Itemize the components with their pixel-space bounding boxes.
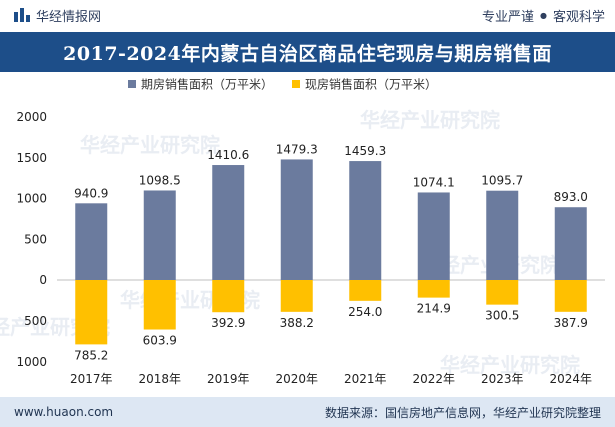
watermark-4: 华经产业研究院: [440, 353, 580, 377]
data-label-spot-0: 785.2: [74, 348, 108, 362]
data-label-spot-7: 387.9: [554, 316, 588, 330]
slogan-right: 客观科学: [552, 9, 605, 25]
bar-spot-0: [75, 280, 108, 345]
data-label-futures-4: 1459.3: [344, 144, 386, 158]
x-tick-label-1: 2018年: [138, 372, 181, 386]
y-tick-label-3: 500: [24, 232, 47, 246]
watermark-1: 华经产业研究院: [360, 108, 500, 132]
data-label-futures-6: 1095.7: [481, 174, 523, 188]
data-label-futures-5: 1074.1: [413, 175, 455, 189]
top-bar: 华经情报网 专业严谨 ● 客观科学: [0, 0, 615, 30]
brand-name: 华经情报网: [36, 9, 102, 25]
bar-spot-4: [349, 280, 382, 301]
x-tick-label-2: 2019年: [207, 372, 250, 386]
y-tick-label-6: 1000: [16, 355, 47, 369]
slogan: 专业严谨 ● 客观科学: [482, 6, 605, 25]
bar-spot-3: [280, 280, 313, 312]
data-label-futures-7: 893.0: [554, 190, 588, 204]
y-tick-label-1: 1500: [16, 151, 47, 165]
data-source: 数据来源：国信房地产信息网，华经产业研究院整理: [324, 405, 601, 420]
website-link[interactable]: www.huaon.com: [14, 405, 114, 419]
data-label-futures-1: 1098.5: [139, 173, 181, 187]
logo-icon: [14, 8, 30, 22]
x-tick-label-5: 2022年: [412, 372, 455, 386]
slogan-dot: ●: [540, 10, 547, 20]
data-label-spot-1: 603.9: [143, 334, 177, 348]
chart-title: 2017-2024年内蒙古自治区商品住宅现房与期房销售面: [0, 32, 615, 72]
bar-spot-5: [417, 280, 450, 298]
legend-swatch-futures: [128, 80, 136, 88]
bar-futures-1: [143, 190, 176, 280]
bar-spot-7: [554, 280, 587, 312]
data-label-futures-2: 1410.6: [207, 148, 249, 162]
bar-futures-2: [212, 165, 245, 280]
bar-futures-0: [75, 203, 108, 280]
bar-futures-7: [554, 207, 587, 280]
data-label-spot-2: 392.9: [211, 316, 245, 330]
bar-futures-5: [417, 192, 450, 280]
x-tick-label-7: 2024年: [549, 372, 592, 386]
legend-label-futures: 期房销售面积（万平米）: [141, 77, 273, 92]
chart: 华经产业研究院华经产业研究院华经产业研究院华经产业研究院华经产业研究院华经产业研…: [0, 77, 605, 386]
legend-swatch-spot: [292, 80, 300, 88]
data-label-spot-6: 300.5: [485, 309, 519, 323]
data-label-futures-0: 940.9: [74, 186, 108, 200]
bar-spot-6: [486, 280, 519, 305]
bar-futures-4: [349, 161, 382, 280]
y-tick-label-0: 2000: [16, 110, 47, 124]
legend-label-spot: 现房销售面积（万平米）: [305, 77, 437, 92]
x-tick-label-0: 2017年: [70, 372, 113, 386]
bar-futures-3: [280, 159, 313, 280]
y-tick-label-2: 1000: [16, 192, 47, 206]
bar-spot-1: [143, 280, 176, 330]
x-tick-label-3: 2020年: [275, 372, 318, 386]
bar-spot-2: [212, 280, 245, 313]
brand: 华经情报网: [14, 6, 101, 25]
footer: www.huaon.com 数据来源：国信房地产信息网，华经产业研究院整理: [0, 397, 615, 427]
data-label-spot-5: 214.9: [417, 302, 451, 316]
y-tick-label-4: 0: [39, 273, 47, 287]
y-tick-label-5: 500: [24, 314, 47, 328]
bar-futures-6: [486, 190, 519, 280]
x-tick-label-4: 2021年: [344, 372, 387, 386]
data-label-futures-3: 1479.3: [276, 142, 318, 156]
watermark-0: 华经产业研究院: [80, 133, 220, 157]
data-label-spot-3: 388.2: [280, 316, 314, 330]
slogan-left: 专业严谨: [481, 9, 534, 25]
data-label-spot-4: 254.0: [348, 305, 382, 319]
x-tick-label-6: 2023年: [481, 372, 524, 386]
